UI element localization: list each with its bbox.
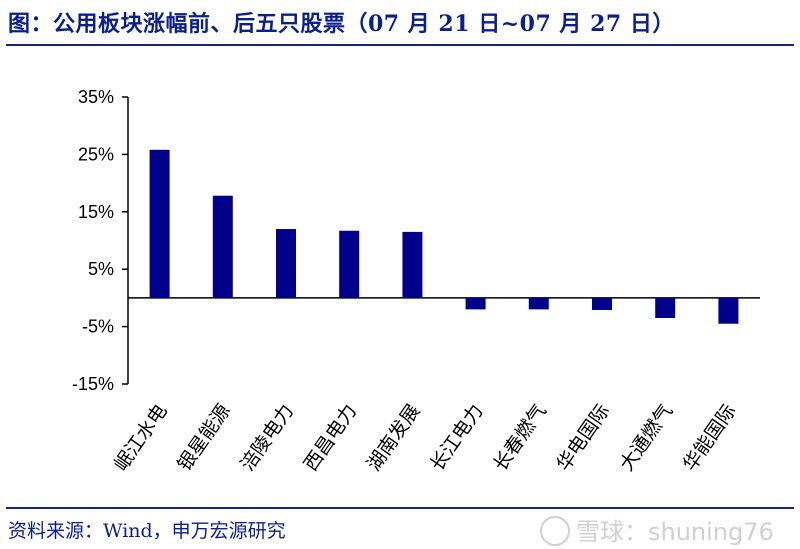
y-tick-label: 35% bbox=[78, 87, 114, 107]
bar bbox=[402, 231, 423, 298]
bar bbox=[528, 297, 549, 310]
x-category-label: 湖南发展 bbox=[363, 400, 425, 475]
y-tick-label: 25% bbox=[78, 144, 114, 164]
snowball-logo-icon bbox=[540, 516, 570, 546]
bar bbox=[655, 297, 676, 318]
x-category-label: 长春燃气 bbox=[489, 400, 551, 475]
x-category-label: 西昌电力 bbox=[300, 400, 362, 475]
watermark-text: 雪球：shuning76 bbox=[576, 518, 774, 546]
x-category-label: 银星能源 bbox=[173, 400, 235, 475]
bar bbox=[718, 297, 739, 324]
source-note: 资料来源：Wind，申万宏源研究 bbox=[8, 520, 286, 542]
bar bbox=[339, 230, 360, 298]
bar bbox=[149, 149, 170, 298]
x-category-label: 华能国际 bbox=[679, 400, 741, 475]
source-rule bbox=[6, 507, 794, 509]
x-category-label: 涪陵电力 bbox=[236, 400, 298, 475]
y-tick-label: 15% bbox=[78, 202, 114, 222]
x-category-label: 大通燃气 bbox=[616, 400, 678, 475]
x-category-label: 长江电力 bbox=[426, 400, 488, 475]
bar bbox=[592, 297, 612, 310]
y-tick-label: -15% bbox=[72, 374, 114, 394]
y-tick-label: 5% bbox=[88, 259, 114, 279]
y-tick-label: -5% bbox=[82, 317, 114, 337]
bar bbox=[465, 297, 486, 310]
x-category-label: 华电国际 bbox=[552, 400, 614, 475]
chart-title: 图：公用板块涨幅前、后五只股票（07 月 21 日~07 月 27 日） bbox=[8, 11, 675, 37]
title-rule bbox=[6, 44, 794, 46]
x-category-label: 岷江水电 bbox=[110, 400, 172, 475]
bar bbox=[276, 229, 296, 298]
bar bbox=[212, 195, 233, 298]
watermark: 雪球：shuning76 bbox=[540, 512, 774, 548]
